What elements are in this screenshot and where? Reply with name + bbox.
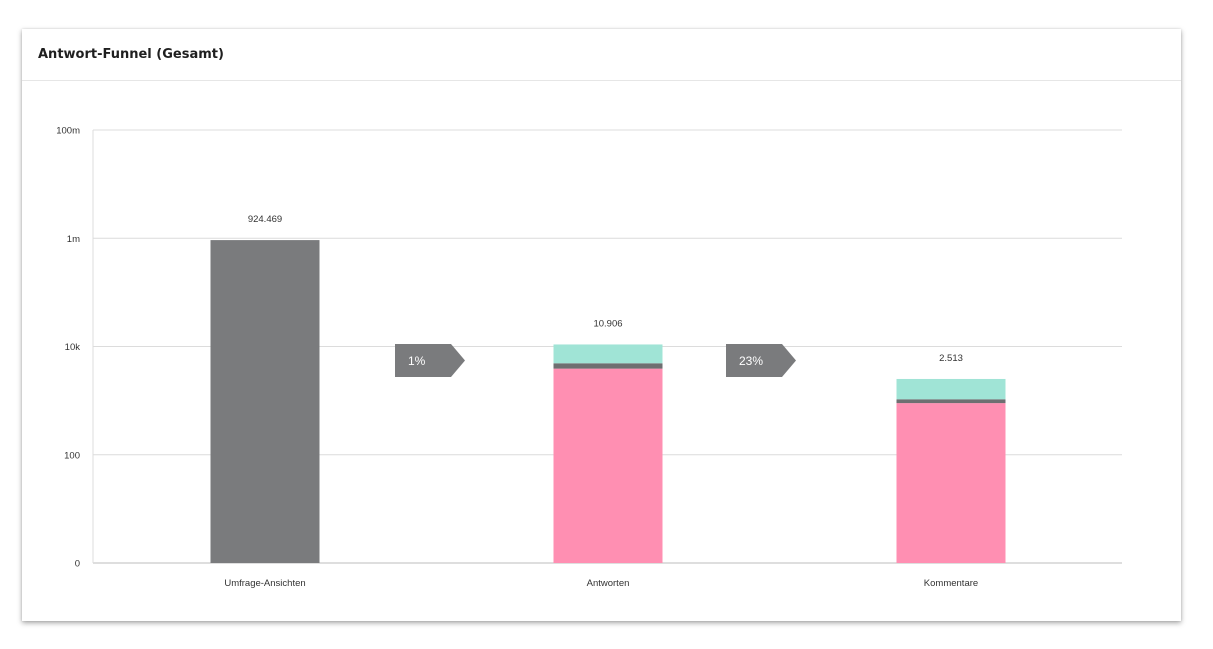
bar-segment[interactable] bbox=[553, 344, 663, 364]
conversion-arrow bbox=[395, 344, 465, 377]
bar-value-label: 2.513 bbox=[939, 353, 963, 364]
bar-segment[interactable] bbox=[210, 240, 320, 563]
arrows-layer: 1% 23% bbox=[395, 344, 796, 377]
bar-segment[interactable] bbox=[553, 363, 663, 369]
bar-value-label: 10.906 bbox=[593, 318, 622, 329]
conversion-arrow bbox=[726, 344, 796, 377]
card-header: Antwort-Funnel (Gesamt) bbox=[22, 29, 1181, 81]
card-title: Antwort-Funnel (Gesamt) bbox=[38, 47, 224, 62]
bar-segment[interactable] bbox=[896, 403, 1006, 563]
bars-layer bbox=[210, 240, 1006, 563]
y-tick-label: 10k bbox=[65, 342, 81, 353]
y-tick-label: 100m bbox=[56, 126, 80, 137]
x-category-label: Antworten bbox=[587, 578, 630, 589]
bar-segment[interactable] bbox=[896, 399, 1006, 404]
conversion-rate-label: 1% bbox=[408, 354, 426, 368]
y-tick-label: 0 bbox=[75, 559, 80, 570]
y-tick-label: 100 bbox=[64, 450, 80, 461]
labels-layer: 924.469 Umfrage-Ansichten 10.906 Antworten 2… bbox=[224, 214, 978, 589]
bar-value-label: 924.469 bbox=[248, 214, 282, 225]
y-tick-label: 1m bbox=[67, 234, 80, 245]
x-category-label: Kommentare bbox=[924, 578, 978, 589]
conversion-rate-label: 23% bbox=[739, 354, 763, 368]
bar-segment[interactable] bbox=[553, 368, 663, 563]
x-category-label: Umfrage-Ansichten bbox=[224, 578, 305, 589]
bar-segment[interactable] bbox=[896, 378, 1006, 400]
